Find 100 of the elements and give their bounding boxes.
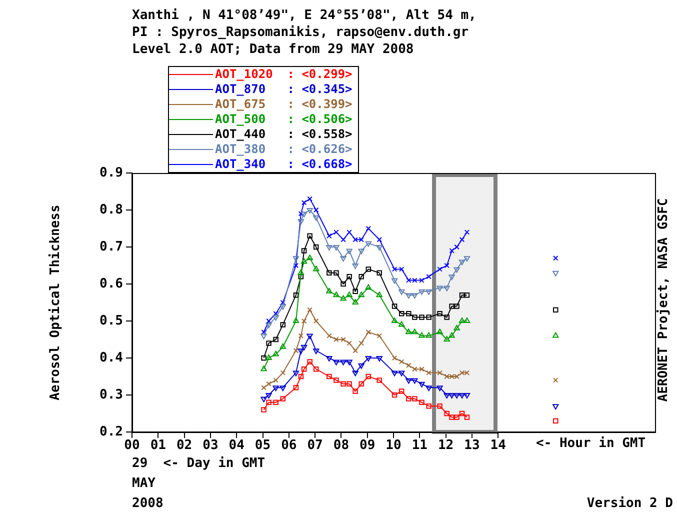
x-tick-label: 12 bbox=[438, 438, 454, 454]
point bbox=[326, 270, 332, 276]
point bbox=[552, 332, 559, 338]
point bbox=[340, 295, 346, 301]
point bbox=[437, 266, 442, 272]
point bbox=[352, 370, 358, 376]
x-axis-title: <- Hour in GMT bbox=[536, 436, 646, 452]
point bbox=[418, 289, 425, 295]
point bbox=[306, 334, 313, 340]
y-tick-label: 0.5 bbox=[100, 313, 123, 328]
point bbox=[280, 396, 286, 402]
y-tick-label: 0.4 bbox=[100, 350, 124, 366]
point bbox=[340, 381, 346, 387]
x-tick-label: 09 bbox=[360, 438, 376, 454]
y-axis-title: Aerosol Optical Thickness bbox=[48, 204, 64, 400]
point bbox=[398, 388, 404, 394]
point bbox=[426, 370, 432, 376]
x-tick-label: 11 bbox=[412, 438, 428, 454]
x-tick-label: 13 bbox=[464, 438, 480, 454]
point bbox=[398, 321, 405, 327]
legend-label: AOT_440 : <0.558> bbox=[215, 127, 352, 142]
point bbox=[406, 362, 412, 368]
point bbox=[419, 366, 424, 372]
point bbox=[326, 374, 332, 380]
point bbox=[306, 254, 313, 260]
point bbox=[313, 244, 319, 250]
x-tick-label: 00 bbox=[124, 438, 140, 454]
point bbox=[448, 274, 455, 280]
point bbox=[459, 236, 465, 242]
point bbox=[391, 370, 398, 376]
x-tick-label: 05 bbox=[254, 438, 271, 454]
point bbox=[300, 344, 308, 350]
point bbox=[398, 310, 404, 316]
point bbox=[454, 304, 460, 309]
point bbox=[458, 318, 466, 323]
point bbox=[444, 374, 450, 380]
point bbox=[444, 410, 450, 416]
point bbox=[352, 388, 358, 394]
point bbox=[358, 381, 364, 387]
point bbox=[458, 260, 466, 266]
y-tick-label: 0.8 bbox=[100, 202, 124, 218]
x-tick-label: 07 bbox=[307, 438, 323, 454]
point bbox=[454, 244, 460, 250]
point bbox=[426, 274, 432, 280]
point bbox=[365, 241, 372, 247]
point bbox=[301, 318, 307, 324]
point bbox=[376, 270, 382, 276]
point bbox=[458, 393, 466, 398]
legend-label: AOT_500 : <0.506> bbox=[215, 112, 352, 127]
point bbox=[340, 360, 346, 366]
y-tick-label: 0.2 bbox=[100, 424, 123, 440]
point bbox=[273, 400, 278, 406]
point bbox=[437, 310, 442, 316]
x-tick-label: 08 bbox=[333, 438, 350, 454]
legend-label: AOT_340 : <0.668> bbox=[215, 157, 352, 172]
point bbox=[293, 262, 299, 268]
point bbox=[280, 370, 286, 376]
point bbox=[418, 332, 425, 338]
point bbox=[437, 403, 442, 409]
point bbox=[398, 266, 404, 272]
point bbox=[334, 230, 339, 235]
point bbox=[454, 414, 460, 420]
point bbox=[273, 336, 278, 342]
point bbox=[398, 359, 404, 364]
point bbox=[326, 333, 332, 338]
point bbox=[406, 378, 412, 384]
point bbox=[346, 340, 352, 346]
point bbox=[340, 236, 346, 242]
point bbox=[553, 307, 558, 313]
y-tick-label: 0.3 bbox=[100, 387, 123, 402]
point bbox=[376, 236, 382, 242]
point bbox=[444, 393, 450, 398]
point bbox=[449, 414, 454, 420]
point bbox=[358, 274, 364, 280]
point bbox=[412, 293, 418, 299]
point bbox=[292, 256, 300, 262]
y-tick-label: 0.7 bbox=[100, 239, 123, 254]
point bbox=[340, 336, 346, 342]
point bbox=[464, 318, 470, 323]
point bbox=[313, 266, 320, 272]
point bbox=[298, 211, 304, 216]
point bbox=[391, 318, 398, 323]
point bbox=[454, 267, 460, 273]
x-tick-label: 14 bbox=[490, 438, 506, 454]
point bbox=[406, 396, 412, 402]
point bbox=[365, 356, 372, 362]
point bbox=[419, 400, 424, 406]
point bbox=[352, 288, 358, 294]
point bbox=[449, 248, 454, 254]
point bbox=[346, 274, 352, 280]
point bbox=[365, 284, 372, 290]
point bbox=[406, 328, 412, 334]
point bbox=[366, 329, 372, 335]
point bbox=[260, 366, 267, 372]
point bbox=[444, 336, 450, 342]
point bbox=[459, 410, 465, 416]
point bbox=[398, 370, 405, 376]
point bbox=[292, 318, 300, 323]
point bbox=[298, 348, 304, 354]
point bbox=[346, 360, 352, 366]
